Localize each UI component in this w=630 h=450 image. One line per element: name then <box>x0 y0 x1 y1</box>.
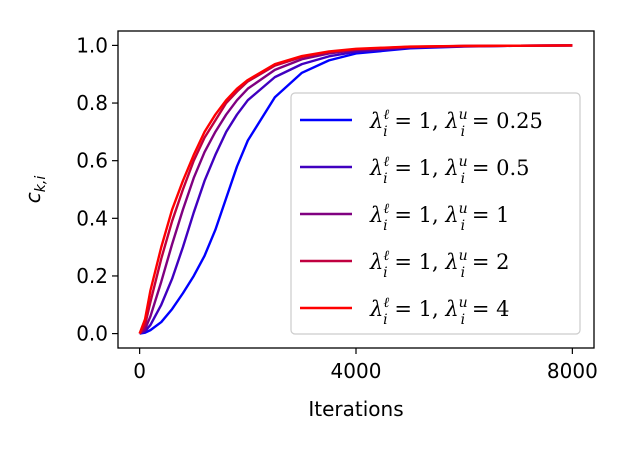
x-tick-label: 4000 <box>331 359 382 383</box>
y-axis-label: ck,i <box>21 176 49 204</box>
y-axis: 0.0 0.2 0.4 0.6 0.8 1.0 <box>76 33 118 346</box>
y-tick-label: 0.4 <box>76 206 108 230</box>
legend-entry: λℓ i = 1, λu i = 4 <box>369 295 509 328</box>
legend: λℓ i = 1, λu i = 0.25 λℓ i = 1, λu i = 0.5 λℓ i… <box>290 92 581 335</box>
legend-entry: λℓ i = 1, λu i = 0.25 <box>369 107 543 140</box>
legend-entry: λℓ i = 1, λu i = 0.5 <box>369 154 529 187</box>
legend-box <box>290 92 581 335</box>
x-axis: 0 4000 8000 <box>133 348 598 383</box>
y-tick-label: 0.2 <box>76 264 108 288</box>
y-tick-label: 0.0 <box>76 322 108 346</box>
y-axis-label-base: c <box>21 192 45 203</box>
legend-entry: λℓ i = 1, λu i = 1 <box>369 201 509 234</box>
y-tick-label: 0.6 <box>76 149 108 173</box>
x-tick-label: 0 <box>133 359 146 383</box>
plot-lines <box>138 44 573 335</box>
x-tick-label: 8000 <box>547 359 598 383</box>
y-axis-label-subscript: k,i <box>33 176 49 193</box>
y-tick-label: 0.8 <box>76 91 108 115</box>
x-axis-label: Iterations <box>308 397 403 421</box>
y-tick-label: 1.0 <box>76 33 108 57</box>
legend-entry: λℓ i = 1, λu i = 2 <box>369 248 509 281</box>
series-line-5 <box>138 44 573 335</box>
